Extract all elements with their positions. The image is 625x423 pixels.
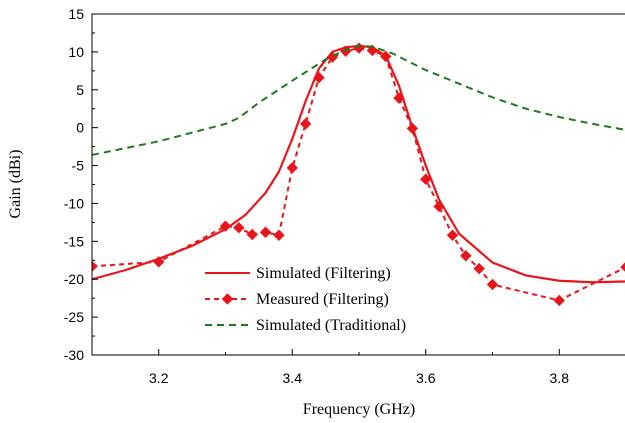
data-point [273, 229, 285, 241]
legend-marker [221, 293, 234, 305]
data-point [313, 71, 325, 84]
y-tick-label: -15 [64, 233, 84, 249]
y-tick-label: 10 [68, 44, 84, 60]
x-tick-label: 3.4 [283, 370, 303, 386]
x-tick-label: 3.2 [149, 370, 169, 386]
y-tick-label: -10 [64, 195, 84, 211]
series-layer [92, 42, 625, 307]
data-point [553, 294, 565, 307]
legend-label: Measured (Filtering) [256, 291, 389, 308]
x-axis-title: Frequency (GHz) [303, 401, 415, 418]
data-point [446, 229, 459, 241]
data-point [460, 250, 472, 262]
data-point [299, 118, 312, 130]
data-point [233, 221, 245, 234]
data-point [620, 262, 625, 272]
legend-label: Simulated (Traditional) [256, 317, 406, 334]
legend-label: Simulated (Filtering) [256, 265, 391, 282]
data-point [406, 122, 419, 135]
series-line-2 [92, 47, 625, 302]
y-tick-label: 15 [68, 6, 84, 22]
data-point [353, 42, 365, 54]
data-point [246, 228, 258, 241]
series-line-3 [92, 44, 625, 156]
y-axis-title: Gain (dBi) [7, 150, 24, 219]
y-tick-label: 5 [76, 82, 84, 98]
data-point [92, 260, 98, 273]
data-point [486, 278, 499, 291]
data-point [286, 162, 298, 174]
data-point [379, 50, 392, 63]
x-tick-label: 3.8 [550, 370, 570, 386]
data-point [473, 262, 485, 275]
data-point [259, 226, 272, 238]
axis-ticks: 15 10 5 0 -5 -10 -15 -20 -25 -30 3.2 3.4 3.6 3.8 [64, 6, 570, 386]
data-point [420, 173, 432, 185]
data-point [153, 256, 165, 268]
y-tick-label: -25 [64, 309, 84, 325]
data-point [366, 44, 379, 57]
data-point [433, 200, 445, 213]
x-tick-label: 3.6 [416, 370, 436, 386]
y-tick-label: -20 [64, 271, 84, 287]
series-line-1 [92, 44, 625, 284]
data-point [219, 220, 232, 232]
data-point [393, 92, 405, 104]
y-tick-label: 0 [76, 120, 84, 136]
legend: Simulated (Filtering) Measured (Filtering… [205, 265, 406, 334]
y-tick-label: -5 [72, 158, 85, 174]
y-tick-label: -30 [64, 347, 84, 363]
